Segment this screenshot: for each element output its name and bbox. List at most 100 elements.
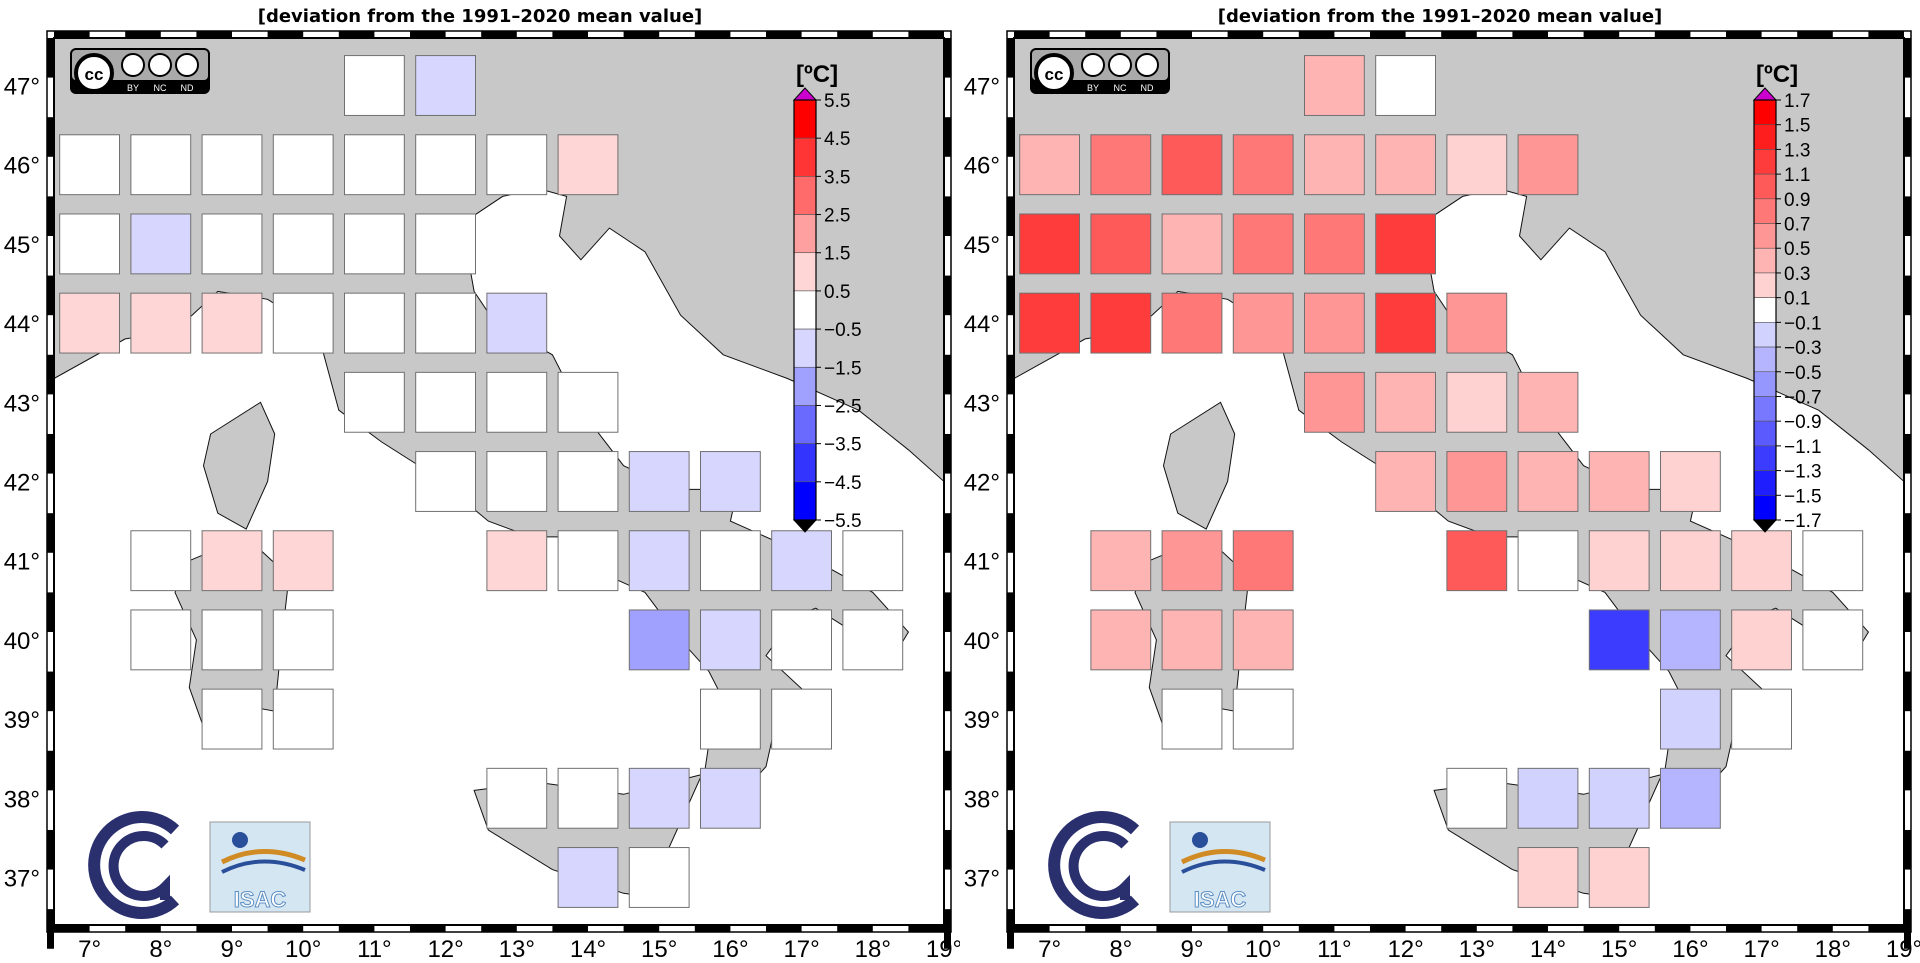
colorbar-segment bbox=[793, 443, 817, 483]
frame-tick bbox=[47, 196, 54, 236]
grid-cell bbox=[130, 530, 192, 592]
y-tick-label: 44° bbox=[964, 311, 1000, 338]
frame-tick bbox=[944, 909, 951, 949]
grid-cell bbox=[1802, 609, 1864, 671]
grid-cell bbox=[1232, 292, 1294, 354]
frame-tick bbox=[1007, 909, 1014, 949]
colorbar-segment bbox=[793, 481, 817, 521]
grid-cell bbox=[343, 292, 405, 354]
colorbar-segment bbox=[1753, 198, 1777, 224]
colorbar-segment bbox=[1753, 99, 1777, 126]
colorbar-segment bbox=[1753, 322, 1777, 348]
grid-cell bbox=[1161, 530, 1223, 592]
grid-cell bbox=[557, 451, 619, 512]
frame-tick bbox=[1007, 671, 1014, 712]
colorbar-segment bbox=[1753, 124, 1777, 150]
grid-cell bbox=[771, 530, 833, 592]
frame-tick bbox=[944, 354, 951, 395]
frame-tick bbox=[1007, 117, 1014, 157]
isac-logo-swoosh-orange bbox=[220, 849, 306, 865]
frame-tick bbox=[1156, 31, 1192, 38]
grid-cell bbox=[59, 213, 121, 275]
grid-cell bbox=[1588, 767, 1650, 829]
frame-tick bbox=[1904, 354, 1911, 395]
colorbar-segment bbox=[793, 366, 817, 406]
by-label: BY bbox=[127, 83, 139, 93]
frame-tick bbox=[410, 925, 446, 932]
grid-cell bbox=[272, 688, 334, 750]
grid-cell bbox=[1090, 609, 1152, 671]
grid-cell bbox=[1517, 134, 1579, 196]
frame-tick bbox=[1868, 925, 1904, 932]
y-tick-label: 43° bbox=[964, 390, 1000, 417]
grid-cell bbox=[415, 213, 477, 275]
frame-tick bbox=[1904, 671, 1911, 712]
by-icon bbox=[121, 53, 145, 77]
grid-cell bbox=[1019, 213, 1081, 275]
grid-cell bbox=[1517, 371, 1579, 433]
frame-tick bbox=[1654, 31, 1691, 38]
grid-cell bbox=[1303, 55, 1365, 116]
grid-cell bbox=[1659, 609, 1721, 671]
nc-icon bbox=[1108, 53, 1132, 77]
colorbar-segment bbox=[793, 214, 817, 254]
grid-cell bbox=[1731, 609, 1793, 671]
frame-outer bbox=[1006, 30, 1912, 933]
frame-tick bbox=[944, 750, 951, 791]
grid-cell bbox=[130, 292, 192, 354]
frame-tick bbox=[837, 925, 873, 932]
grid-cell bbox=[1731, 530, 1793, 592]
nd-icon bbox=[1135, 53, 1159, 77]
frame-tick bbox=[54, 31, 90, 38]
cc-license-badge: cc BY NC ND bbox=[1030, 48, 1170, 94]
frame-tick bbox=[1007, 592, 1014, 632]
colorbar-label: 1.5 bbox=[1784, 116, 1810, 137]
frame-tick bbox=[944, 38, 951, 78]
cc-icon bbox=[1034, 53, 1074, 93]
frame-tick bbox=[1441, 31, 1477, 38]
grid-cell bbox=[1446, 134, 1508, 196]
frame-tick bbox=[267, 31, 304, 38]
grid-cell bbox=[1161, 688, 1223, 750]
colorbar-label: 0.5 bbox=[824, 282, 850, 303]
grid-cell bbox=[1161, 292, 1223, 354]
frame-tick bbox=[1007, 196, 1014, 236]
colorbar-label: −0.3 bbox=[1784, 338, 1822, 359]
nd-label: ND bbox=[1141, 83, 1154, 93]
by-label: BY bbox=[1087, 83, 1099, 93]
y-tick-label: 42° bbox=[964, 470, 1000, 497]
x-tick-label: 18° bbox=[1815, 936, 1851, 963]
grid-cell bbox=[1659, 688, 1721, 750]
x-tick-label: 10° bbox=[1245, 936, 1281, 963]
frame-tick bbox=[944, 671, 951, 712]
y-tick-label: 45° bbox=[964, 232, 1000, 259]
colorbar-segment bbox=[1753, 149, 1777, 175]
grid-cell bbox=[1232, 688, 1294, 750]
frame-tick bbox=[1512, 925, 1548, 932]
colorbar-segment bbox=[1753, 470, 1777, 496]
y-tick-label: 47° bbox=[4, 74, 40, 101]
colorbar-label: −0.9 bbox=[1784, 412, 1822, 433]
frame-tick bbox=[623, 31, 660, 38]
grid-cell bbox=[557, 371, 619, 433]
frame-outer bbox=[46, 30, 952, 933]
colorbar-segment bbox=[1753, 223, 1777, 249]
frame-tick bbox=[47, 829, 54, 870]
grid-cell bbox=[628, 451, 690, 512]
frame-tick bbox=[1512, 31, 1548, 38]
x-tick-label: 15° bbox=[641, 936, 677, 963]
frame-tick bbox=[1014, 925, 1050, 932]
grid-cell bbox=[557, 767, 619, 829]
frame-tick bbox=[944, 275, 951, 316]
colorbar-label: 0.9 bbox=[1784, 190, 1810, 211]
x-tick-label: 14° bbox=[1530, 936, 1566, 963]
grid-cell bbox=[1303, 213, 1365, 275]
grid-cell bbox=[272, 292, 334, 354]
y-tick-label: 45° bbox=[4, 232, 40, 259]
colorbar-segment bbox=[1753, 494, 1777, 521]
frame-tick bbox=[54, 925, 90, 932]
grid-cell bbox=[1375, 134, 1437, 196]
x-tick-label: 13° bbox=[1459, 936, 1495, 963]
grid-cell bbox=[1090, 530, 1152, 592]
colorbar-label: 3.5 bbox=[824, 167, 850, 188]
